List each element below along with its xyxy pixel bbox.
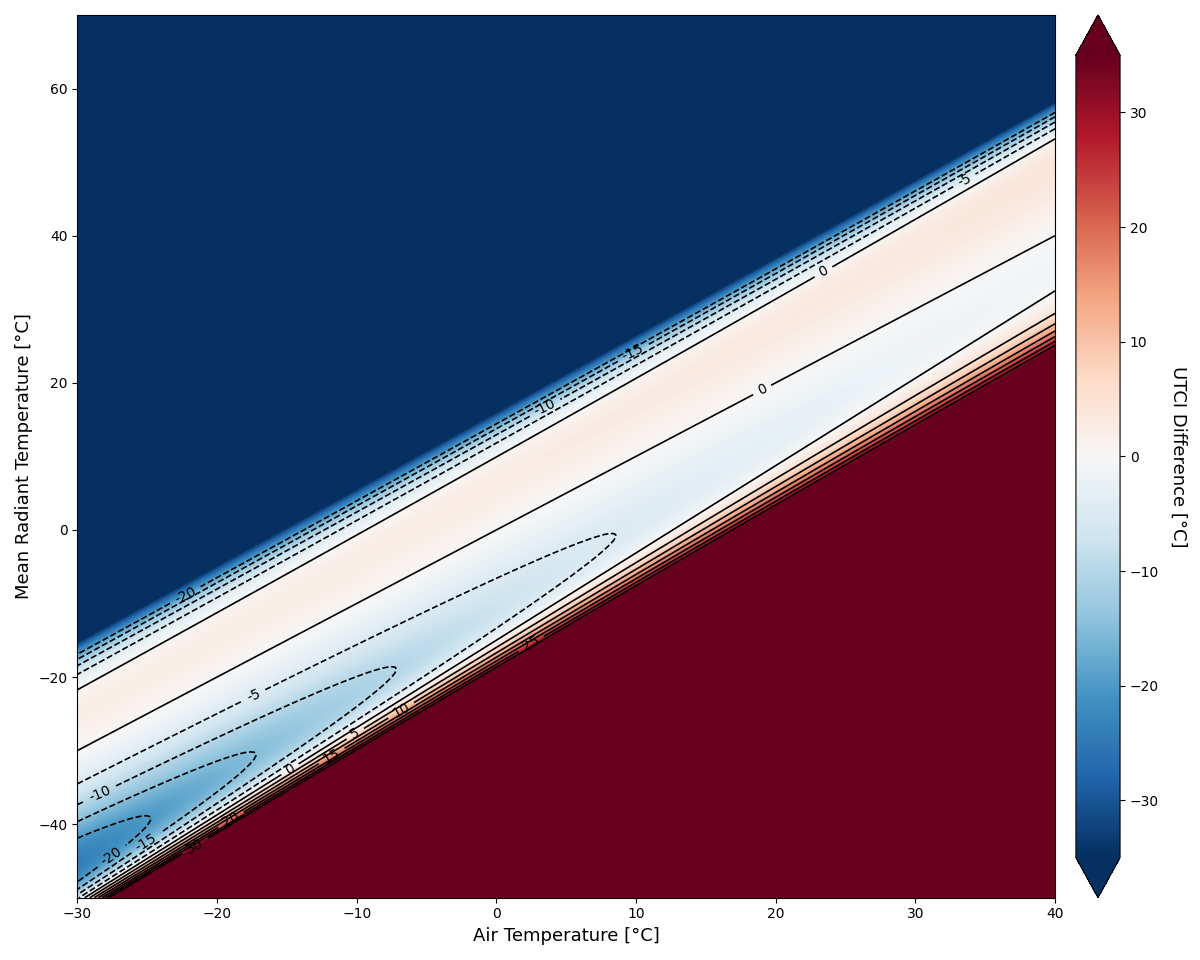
PathPatch shape bbox=[1076, 857, 1120, 898]
Text: -20: -20 bbox=[172, 584, 198, 606]
X-axis label: Air Temperature [°C]: Air Temperature [°C] bbox=[473, 927, 660, 945]
Text: -15: -15 bbox=[133, 831, 160, 854]
Text: 0: 0 bbox=[816, 264, 830, 280]
Text: 0: 0 bbox=[755, 382, 769, 398]
Text: 15: 15 bbox=[320, 746, 343, 766]
Text: 30: 30 bbox=[184, 836, 206, 856]
Text: -10: -10 bbox=[532, 396, 558, 420]
Text: -10: -10 bbox=[88, 782, 113, 804]
Text: 5: 5 bbox=[348, 726, 362, 742]
Text: 0: 0 bbox=[283, 761, 298, 778]
Text: 10: 10 bbox=[390, 700, 412, 721]
Y-axis label: Mean Radiant Temperature [°C]: Mean Radiant Temperature [°C] bbox=[16, 313, 34, 599]
PathPatch shape bbox=[1076, 15, 1120, 55]
Text: -15: -15 bbox=[620, 342, 647, 364]
Text: 25: 25 bbox=[521, 634, 542, 654]
Text: 20: 20 bbox=[220, 809, 242, 830]
Text: -5: -5 bbox=[245, 686, 263, 705]
Text: -20: -20 bbox=[98, 844, 125, 869]
Y-axis label: UTCI Difference [°C]: UTCI Difference [°C] bbox=[1169, 366, 1187, 547]
Text: -5: -5 bbox=[955, 171, 973, 190]
